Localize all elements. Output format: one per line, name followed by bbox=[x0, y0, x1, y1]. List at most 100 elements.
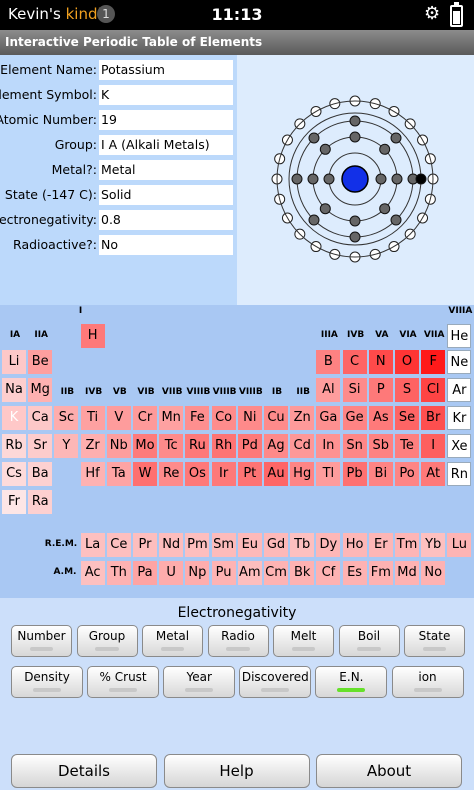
element-cell-ti[interactable]: Ti bbox=[80, 406, 105, 430]
group-field[interactable]: I A (Alkali Metals) bbox=[99, 135, 233, 155]
element-cell-hg[interactable]: Hg bbox=[290, 462, 315, 486]
element-cell-cs[interactable]: Cs bbox=[2, 462, 26, 486]
element-cell-pt[interactable]: Pt bbox=[237, 462, 262, 486]
element-cell-ga[interactable]: Ga bbox=[316, 406, 341, 430]
element-cell-eu[interactable]: Eu bbox=[237, 533, 262, 557]
element-cell-sn[interactable]: Sn bbox=[342, 434, 367, 458]
element-cell-xe[interactable]: Xe bbox=[447, 434, 472, 458]
element-cell-am[interactable]: Am bbox=[237, 561, 262, 585]
element-cell-es[interactable]: Es bbox=[342, 561, 367, 585]
element-cell-nb[interactable]: Nb bbox=[106, 434, 131, 458]
details-button[interactable]: Details bbox=[11, 754, 157, 788]
element-cell-cm[interactable]: Cm bbox=[264, 561, 288, 585]
element-cell-rh[interactable]: Rh bbox=[211, 434, 236, 458]
element-cell-rn[interactable]: Rn bbox=[447, 462, 472, 486]
element-cell-re[interactable]: Re bbox=[159, 462, 184, 486]
element-cell-pb[interactable]: Pb bbox=[342, 462, 367, 486]
element-cell-sr[interactable]: Sr bbox=[28, 434, 53, 458]
property-button-density[interactable]: Density bbox=[11, 666, 83, 698]
state-field[interactable]: Solid bbox=[99, 185, 233, 205]
element-cell-cl[interactable]: Cl bbox=[421, 378, 446, 402]
element-cell-ra[interactable]: Ra bbox=[28, 490, 53, 514]
property-button-ion[interactable]: ion bbox=[391, 666, 464, 698]
element-cell-mn[interactable]: Mn bbox=[159, 406, 184, 430]
element-cell-ce[interactable]: Ce bbox=[106, 533, 131, 557]
element-cell-h[interactable]: H bbox=[80, 324, 105, 348]
element-cell-f[interactable]: F bbox=[421, 350, 446, 374]
element-cell-er[interactable]: Er bbox=[368, 533, 393, 557]
radioactive-field[interactable]: No bbox=[99, 235, 233, 255]
element-cell-o[interactable]: O bbox=[395, 350, 419, 374]
atomic-number-field[interactable]: 19 bbox=[99, 110, 233, 130]
element-cell-zr[interactable]: Zr bbox=[80, 434, 105, 458]
element-cell-ca[interactable]: Ca bbox=[28, 406, 53, 430]
element-cell-sm[interactable]: Sm bbox=[211, 533, 236, 557]
element-cell-pu[interactable]: Pu bbox=[211, 561, 236, 585]
element-cell-c[interactable]: C bbox=[342, 350, 367, 374]
element-symbol-field[interactable]: K bbox=[99, 85, 233, 105]
element-cell-mg[interactable]: Mg bbox=[28, 378, 53, 402]
element-cell-no[interactable]: No bbox=[421, 561, 446, 585]
element-cell-ni[interactable]: Ni bbox=[237, 406, 262, 430]
gear-icon[interactable]: ⚙ bbox=[424, 3, 441, 24]
element-cell-nd[interactable]: Nd bbox=[159, 533, 184, 557]
element-cell-fr[interactable]: Fr bbox=[2, 490, 26, 514]
property-button-radio[interactable]: Radio bbox=[207, 625, 269, 657]
element-cell-tc[interactable]: Tc bbox=[159, 434, 184, 458]
property-button-number[interactable]: Number bbox=[11, 625, 72, 657]
element-cell-ba[interactable]: Ba bbox=[28, 462, 53, 486]
element-cell-pm[interactable]: Pm bbox=[185, 533, 210, 557]
element-cell-n[interactable]: N bbox=[368, 350, 393, 374]
element-cell-li[interactable]: Li bbox=[2, 350, 26, 374]
element-cell-ta[interactable]: Ta bbox=[106, 462, 131, 486]
element-cell-k[interactable]: K bbox=[2, 406, 26, 430]
element-cell-b[interactable]: B bbox=[316, 350, 341, 374]
element-cell-au[interactable]: Au bbox=[264, 462, 288, 486]
element-cell-as[interactable]: As bbox=[368, 406, 393, 430]
element-cell-tl[interactable]: Tl bbox=[316, 462, 341, 486]
element-cell-pa[interactable]: Pa bbox=[133, 561, 157, 585]
element-cell-th[interactable]: Th bbox=[106, 561, 131, 585]
element-cell-se[interactable]: Se bbox=[395, 406, 419, 430]
element-cell-bk[interactable]: Bk bbox=[290, 561, 315, 585]
element-cell-hf[interactable]: Hf bbox=[80, 462, 105, 486]
element-cell-cd[interactable]: Cd bbox=[290, 434, 315, 458]
notification-badge[interactable]: 1 bbox=[97, 5, 115, 23]
element-cell-zn[interactable]: Zn bbox=[290, 406, 315, 430]
element-cell-ac[interactable]: Ac bbox=[80, 561, 105, 585]
element-cell-rb[interactable]: Rb bbox=[2, 434, 26, 458]
element-cell-yb[interactable]: Yb bbox=[421, 533, 446, 557]
property-button-group[interactable]: Group bbox=[76, 625, 138, 657]
element-cell-po[interactable]: Po bbox=[395, 462, 419, 486]
element-cell-ru[interactable]: Ru bbox=[185, 434, 210, 458]
element-cell-v[interactable]: V bbox=[106, 406, 131, 430]
element-cell-be[interactable]: Be bbox=[28, 350, 53, 374]
property-button-discovered[interactable]: Discovered bbox=[239, 666, 312, 698]
element-cell-u[interactable]: U bbox=[159, 561, 184, 585]
element-name-field[interactable]: Potassium bbox=[99, 60, 233, 80]
property-button--crust[interactable]: % Crust bbox=[87, 666, 160, 698]
about-button[interactable]: About bbox=[316, 754, 462, 788]
element-cell-cf[interactable]: Cf bbox=[316, 561, 341, 585]
element-cell-ag[interactable]: Ag bbox=[264, 434, 288, 458]
element-cell-la[interactable]: La bbox=[80, 533, 105, 557]
element-cell-bi[interactable]: Bi bbox=[368, 462, 393, 486]
property-button-boil[interactable]: Boil bbox=[338, 625, 400, 657]
element-cell-pr[interactable]: Pr bbox=[133, 533, 157, 557]
element-cell-sb[interactable]: Sb bbox=[368, 434, 393, 458]
element-cell-na[interactable]: Na bbox=[2, 378, 26, 402]
element-cell-cu[interactable]: Cu bbox=[264, 406, 288, 430]
electronegativity-field[interactable]: 0.8 bbox=[99, 210, 233, 230]
element-cell-p[interactable]: P bbox=[368, 378, 393, 402]
element-cell-si[interactable]: Si bbox=[342, 378, 367, 402]
help-button[interactable]: Help bbox=[163, 754, 310, 788]
element-cell-ar[interactable]: Ar bbox=[447, 378, 472, 402]
element-cell-cr[interactable]: Cr bbox=[133, 406, 157, 430]
property-button-e-n-[interactable]: E.N. bbox=[315, 666, 388, 698]
element-cell-kr[interactable]: Kr bbox=[447, 406, 472, 430]
element-cell-fm[interactable]: Fm bbox=[368, 561, 393, 585]
property-button-state[interactable]: State bbox=[404, 625, 465, 657]
property-button-melt[interactable]: Melt bbox=[273, 625, 334, 657]
element-cell-ir[interactable]: Ir bbox=[211, 462, 236, 486]
element-cell-ho[interactable]: Ho bbox=[342, 533, 367, 557]
